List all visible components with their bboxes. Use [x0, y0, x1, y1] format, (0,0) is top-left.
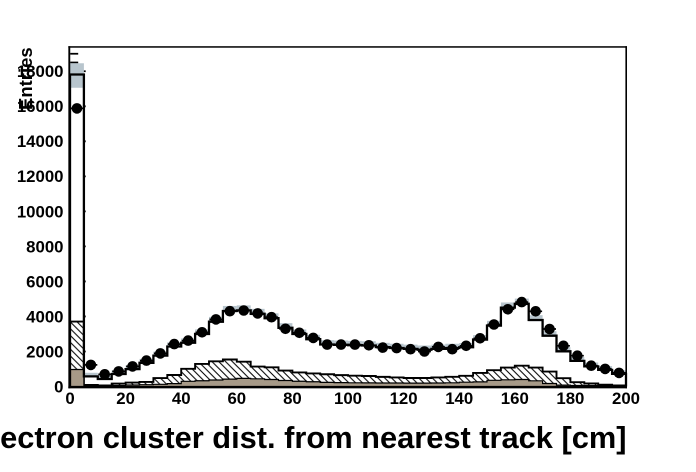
svg-text:120: 120	[390, 389, 418, 408]
svg-text:2000: 2000	[26, 342, 63, 361]
svg-text:16000: 16000	[17, 97, 64, 116]
svg-text:14000: 14000	[17, 132, 64, 151]
svg-text:140: 140	[445, 389, 473, 408]
svg-text:180: 180	[556, 389, 584, 408]
svg-text:4000: 4000	[26, 307, 63, 326]
svg-text:40: 40	[172, 389, 191, 408]
svg-text:8000: 8000	[26, 237, 63, 256]
svg-text:60: 60	[227, 389, 246, 408]
svg-text:18000: 18000	[17, 62, 64, 81]
svg-text:10000: 10000	[17, 202, 64, 221]
svg-text:80: 80	[283, 389, 302, 408]
svg-text:160: 160	[501, 389, 529, 408]
svg-text:0: 0	[65, 389, 74, 408]
svg-text:6000: 6000	[26, 272, 63, 291]
svg-text:12000: 12000	[17, 167, 64, 186]
svg-text:Entries: Entries	[15, 47, 36, 110]
svg-text:20: 20	[116, 389, 135, 408]
svg-text:200: 200	[612, 389, 640, 408]
svg-text:Electron cluster dist. from ne: Electron cluster dist. from nearest trac…	[0, 420, 627, 455]
svg-text:0: 0	[54, 377, 63, 396]
svg-text:100: 100	[334, 389, 362, 408]
